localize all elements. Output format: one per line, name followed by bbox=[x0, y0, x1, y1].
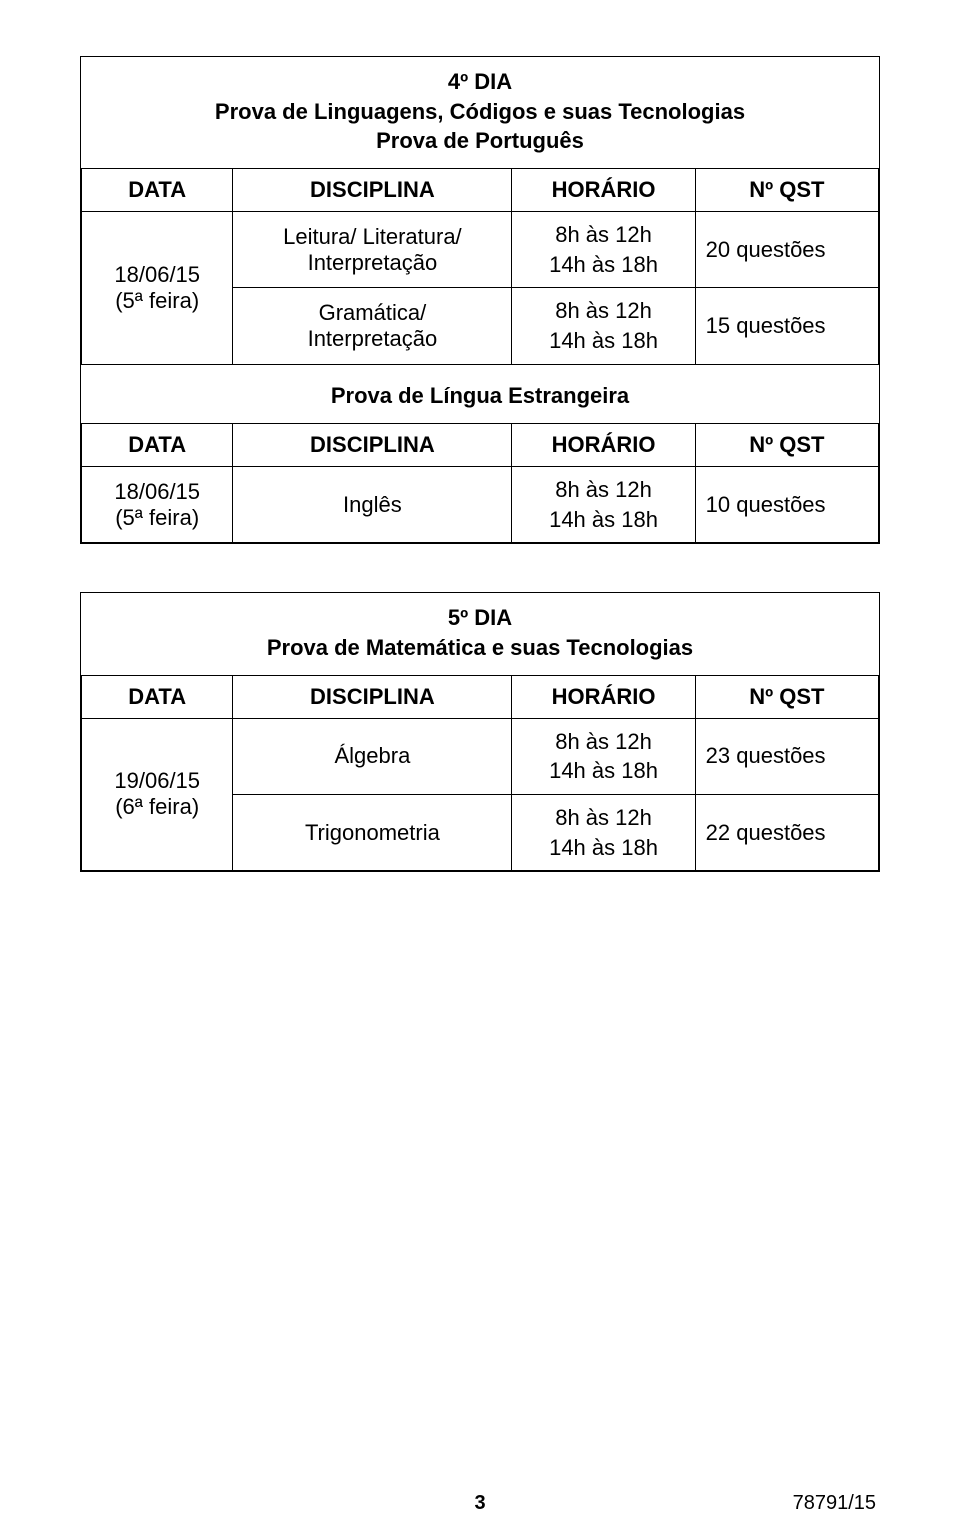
disciplina-cell: Gramática/ Interpretação bbox=[233, 288, 512, 364]
disciplina-cell: Álgebra bbox=[233, 718, 512, 794]
hor-l2: 14h às 18h bbox=[549, 507, 658, 532]
table-header-row: DATA DISCIPLINA HORÁRIO Nº QST bbox=[82, 423, 879, 466]
day4-title-line1: 4º DIA bbox=[448, 69, 512, 94]
day5-title: 5º DIA Prova de Matemática e suas Tecnol… bbox=[81, 593, 879, 674]
nqst-cell: 10 questões bbox=[695, 466, 878, 542]
col-disciplina: DISCIPLINA bbox=[233, 169, 512, 212]
hor-l2: 14h às 18h bbox=[549, 252, 658, 277]
disciplina-cell: Leitura/ Literatura/ Interpretação bbox=[233, 212, 512, 288]
table-row: 18/06/15 (5ª feira) Inglês 8h às 12h 14h… bbox=[82, 466, 879, 542]
day5-title-line2: Prova de Matemática e suas Tecnologias bbox=[267, 635, 693, 660]
disciplina-cell: Trigonometria bbox=[233, 794, 512, 870]
col-disciplina: DISCIPLINA bbox=[233, 423, 512, 466]
disciplina-cell: Inglês bbox=[233, 466, 512, 542]
lang-subtitle-row: Prova de Língua Estrangeira bbox=[82, 364, 879, 423]
hor-l1: 8h às 12h bbox=[555, 805, 652, 830]
day5-table: DATA DISCIPLINA HORÁRIO Nº QST 19/06/15 … bbox=[81, 675, 879, 872]
day4-title-line2: Prova de Linguagens, Códigos e suas Tecn… bbox=[215, 99, 745, 124]
col-horario: HORÁRIO bbox=[512, 169, 695, 212]
horario-cell: 8h às 12h 14h às 18h bbox=[512, 718, 695, 794]
day4-date-cell: 18/06/15 (5ª feira) bbox=[82, 212, 233, 365]
disc-l2: Interpretação bbox=[308, 250, 438, 275]
horario-cell: 8h às 12h 14h às 18h bbox=[512, 794, 695, 870]
hor-l1: 8h às 12h bbox=[555, 477, 652, 502]
page: 4º DIA Prova de Linguagens, Códigos e su… bbox=[0, 0, 960, 1536]
col-nqst: Nº QST bbox=[695, 675, 878, 718]
page-number: 3 bbox=[474, 1492, 485, 1515]
table-row: 19/06/15 (6ª feira) Álgebra 8h às 12h 14… bbox=[82, 718, 879, 794]
hor-l1: 8h às 12h bbox=[555, 729, 652, 754]
day4-block: 4º DIA Prova de Linguagens, Códigos e su… bbox=[80, 56, 880, 544]
col-data: DATA bbox=[82, 169, 233, 212]
day4-table: DATA DISCIPLINA HORÁRIO Nº QST 18/06/15 … bbox=[81, 168, 879, 543]
disc-l1: Leitura/ Literatura/ bbox=[283, 224, 462, 249]
col-nqst: Nº QST bbox=[695, 169, 878, 212]
day4-title-line3: Prova de Português bbox=[376, 128, 584, 153]
date-line2: (5ª feira) bbox=[115, 288, 199, 313]
disc-l2: Interpretação bbox=[308, 326, 438, 351]
horario-cell: 8h às 12h 14h às 18h bbox=[512, 288, 695, 364]
hor-l1: 8h às 12h bbox=[555, 298, 652, 323]
hor-l2: 14h às 18h bbox=[549, 328, 658, 353]
date-line2: (6ª feira) bbox=[115, 794, 199, 819]
date-line1: 18/06/15 bbox=[114, 262, 200, 287]
day4-title: 4º DIA Prova de Linguagens, Códigos e su… bbox=[81, 57, 879, 168]
horario-cell: 8h às 12h 14h às 18h bbox=[512, 466, 695, 542]
day5-date-cell: 19/06/15 (6ª feira) bbox=[82, 718, 233, 871]
col-horario: HORÁRIO bbox=[512, 423, 695, 466]
doc-id: 78791/15 bbox=[793, 1492, 876, 1515]
nqst-cell: 15 questões bbox=[695, 288, 878, 364]
date-line1: 18/06/15 bbox=[114, 479, 200, 504]
day5-title-line1: 5º DIA bbox=[448, 605, 512, 630]
date-line1: 19/06/15 bbox=[114, 768, 200, 793]
table-header-row: DATA DISCIPLINA HORÁRIO Nº QST bbox=[82, 675, 879, 718]
nqst-cell: 20 questões bbox=[695, 212, 878, 288]
hor-l1: 8h às 12h bbox=[555, 222, 652, 247]
table-row: 18/06/15 (5ª feira) Leitura/ Literatura/… bbox=[82, 212, 879, 288]
date-line2: (5ª feira) bbox=[115, 505, 199, 530]
lang-subtitle: Prova de Língua Estrangeira bbox=[82, 364, 879, 423]
horario-cell: 8h às 12h 14h às 18h bbox=[512, 212, 695, 288]
col-nqst: Nº QST bbox=[695, 423, 878, 466]
col-data: DATA bbox=[82, 423, 233, 466]
table-header-row: DATA DISCIPLINA HORÁRIO Nº QST bbox=[82, 169, 879, 212]
day5-block: 5º DIA Prova de Matemática e suas Tecnol… bbox=[80, 592, 880, 872]
col-horario: HORÁRIO bbox=[512, 675, 695, 718]
disc-l1: Gramática/ bbox=[319, 300, 427, 325]
lang-date-cell: 18/06/15 (5ª feira) bbox=[82, 466, 233, 542]
hor-l2: 14h às 18h bbox=[549, 835, 658, 860]
col-disciplina: DISCIPLINA bbox=[233, 675, 512, 718]
nqst-cell: 23 questões bbox=[695, 718, 878, 794]
hor-l2: 14h às 18h bbox=[549, 758, 658, 783]
col-data: DATA bbox=[82, 675, 233, 718]
nqst-cell: 22 questões bbox=[695, 794, 878, 870]
